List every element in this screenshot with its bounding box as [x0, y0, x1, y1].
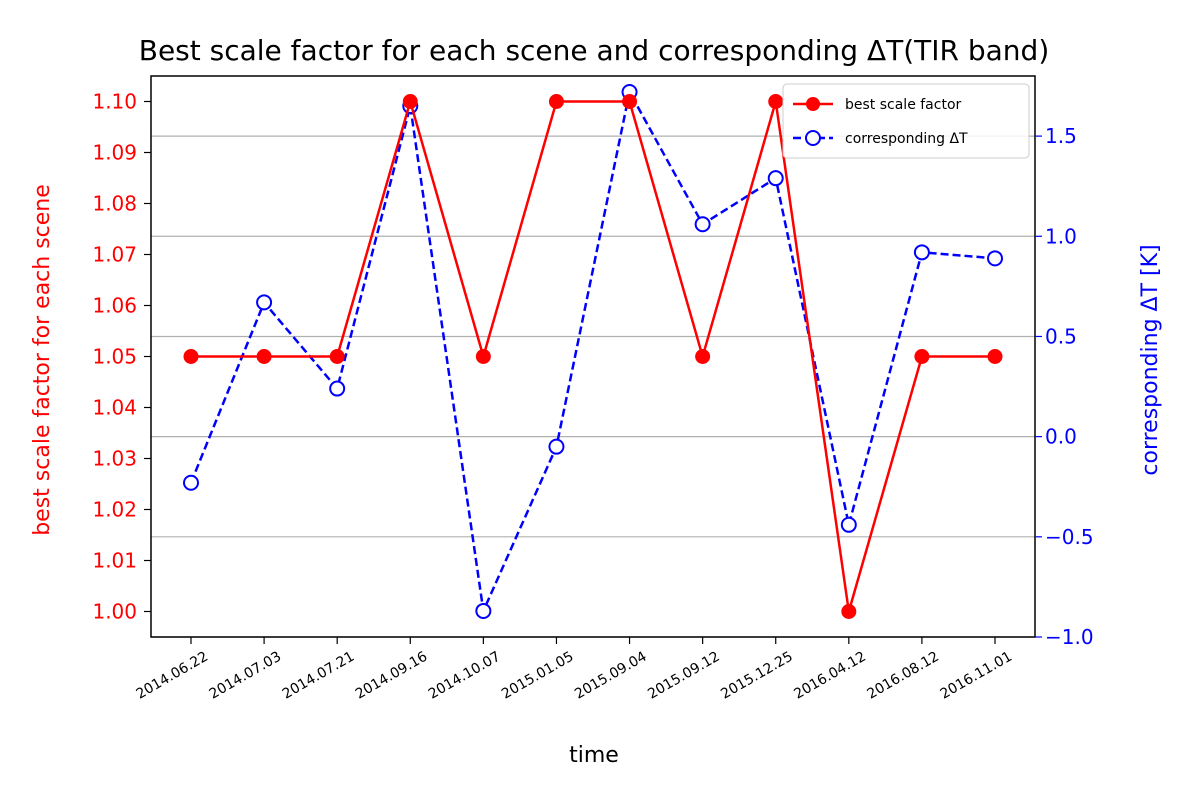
y-left-tick-label: 1.07	[92, 243, 137, 267]
legend-box	[782, 83, 1030, 159]
y-left-tick-label: 1.05	[92, 345, 137, 369]
best-scale-factor-point	[329, 349, 345, 364]
gridlines	[151, 135, 1035, 638]
y-right-tick-label: 0.0	[1045, 425, 1077, 449]
y-left-tick-label: 1.01	[92, 549, 137, 573]
delta-t-point	[548, 438, 565, 455]
best-scale-factor-point	[622, 94, 638, 109]
delta-t-line	[189, 88, 996, 616]
legend: best scale factor corresponding ΔT	[782, 83, 1030, 159]
chart-title: Best scale factor for each scene and cor…	[139, 34, 1050, 67]
best-scale-factor-point	[768, 94, 784, 109]
best-scale-factor-point	[402, 94, 418, 109]
best-scale-factor-point	[987, 349, 1003, 364]
x-tick-label: 2014.07.03	[207, 649, 284, 703]
delta-t-point	[329, 380, 346, 397]
y-right-tick-label: 0.5	[1045, 324, 1077, 348]
x-tick-label: 2015.01.05	[499, 649, 576, 703]
y-right-tick-label: −0.5	[1045, 525, 1094, 549]
x-axis-label: time	[569, 743, 619, 768]
x-axis: 2014.06.222014.07.032014.07.212014.09.16…	[134, 637, 1015, 703]
legend-label-best-scale-factor: best scale factor	[845, 97, 962, 113]
y-axis-left: 1.00 1.01 1.02 1.03 1.04 1.05 1.06 1.07 1.08 1.09…	[92, 90, 151, 624]
series-best-scale-factor	[183, 94, 1003, 619]
y-left-tick-label: 1.00	[92, 600, 137, 624]
delta-t-point	[256, 294, 273, 311]
delta-t-point	[767, 170, 784, 187]
best-scale-factor-line	[191, 96, 995, 612]
y-left-tick-label: 1.02	[92, 498, 137, 522]
legend-label-delta-t: corresponding ΔT	[845, 131, 968, 147]
y-right-tick-label: 1.5	[1045, 124, 1077, 148]
best-scale-factor-point	[695, 349, 711, 364]
x-tick-label: 2014.09.16	[353, 649, 430, 703]
x-tick-label: 2015.09.12	[645, 649, 722, 703]
x-tick-label: 2016.08.12	[864, 649, 941, 703]
delta-t-point	[913, 244, 930, 261]
x-tick-label: 2016.11.01	[938, 649, 1015, 703]
y-left-tick-label: 1.04	[92, 396, 137, 420]
best-scale-factor-point	[841, 604, 857, 619]
best-scale-factor-point	[548, 94, 564, 109]
y-axis-right-label: corresponding ΔT [K]	[1138, 244, 1163, 475]
legend-marker-delta-t	[805, 130, 821, 146]
y-axis-right: −1.0 −0.5 0.0 0.5 1.0 1.5	[1035, 124, 1094, 649]
y-right-tick-label: −1.0	[1045, 625, 1094, 649]
legend-marker-best-scale-factor	[806, 97, 820, 111]
y-left-tick-label: 1.06	[92, 294, 137, 318]
best-scale-factor-point	[256, 349, 272, 364]
best-scale-factor-point	[183, 349, 199, 364]
y-left-tick-label: 1.09	[92, 141, 137, 165]
delta-t-point	[475, 602, 492, 619]
y-right-tick-label: 1.0	[1045, 224, 1077, 248]
series-delta-t	[183, 84, 1003, 619]
delta-t-point	[183, 474, 199, 491]
best-scale-factor-point	[914, 349, 930, 364]
delta-t-point	[987, 250, 1003, 267]
x-tick-label: 2015.09.04	[572, 649, 649, 703]
y-left-tick-label: 1.03	[92, 447, 137, 471]
x-tick-label: 2014.07.21	[280, 649, 357, 703]
x-tick-label: 2015.12.25	[718, 649, 795, 703]
delta-t-point	[694, 216, 711, 233]
x-tick-label: 2016.04.12	[791, 649, 868, 703]
x-tick-label: 2014.06.22	[134, 649, 211, 703]
delta-t-point	[840, 516, 857, 533]
y-left-tick-label: 1.08	[92, 192, 137, 216]
best-scale-factor-point	[475, 349, 491, 364]
y-left-tick-label: 1.10	[92, 90, 137, 114]
x-tick-label: 2014.10.07	[426, 649, 503, 703]
y-axis-left-label: best scale factor for each scene	[30, 184, 55, 536]
